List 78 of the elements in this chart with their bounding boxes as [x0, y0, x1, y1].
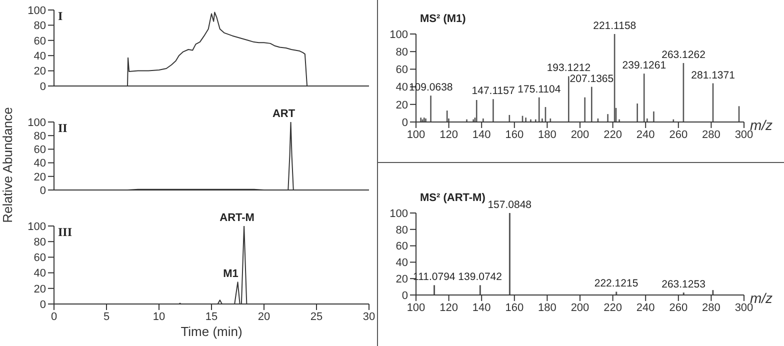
- annotation: 139.0742: [458, 271, 502, 284]
- y-tick-label: 0: [40, 184, 46, 197]
- x-tick-label: 180: [538, 302, 556, 314]
- x-tick-label: 280: [702, 302, 720, 314]
- y-tick-label: 40: [396, 257, 408, 270]
- x-tick-label: 160: [505, 128, 524, 141]
- y-tick-label: 60: [34, 144, 46, 156]
- x-tick-label: 300: [734, 302, 754, 314]
- x-tick-label: 280: [702, 128, 720, 141]
- x-tick-label: 20: [258, 310, 270, 323]
- x-tick-label: 140: [472, 302, 491, 314]
- annotation: 221.1158: [593, 20, 636, 32]
- y-tick-label: 60: [396, 240, 408, 253]
- x-tick-label: 180: [538, 128, 556, 141]
- y-tick-label: 100: [28, 116, 46, 129]
- chart-title: MS² (ART-M): [420, 192, 486, 204]
- y-tick-label: 60: [34, 35, 46, 48]
- y-tick-label: 40: [34, 268, 46, 280]
- y-tick-label: 20: [396, 99, 408, 112]
- y-tick-label: 80: [34, 130, 46, 143]
- y-tick-label: 60: [34, 252, 46, 264]
- x-axis-title: Time (min): [180, 324, 242, 339]
- annotation: M1: [223, 268, 238, 280]
- y-tick-label: 80: [396, 46, 408, 59]
- annotation: 207.1365: [570, 72, 614, 85]
- y-tick-label: 100: [28, 220, 46, 233]
- y-tick-label: 80: [396, 224, 408, 236]
- annotation: ART: [272, 108, 296, 120]
- chart-title: MS² (M1): [420, 13, 466, 25]
- x-tick-label: 25: [310, 310, 323, 323]
- annotation: 157.0848: [488, 199, 532, 211]
- chart-title: I: [58, 9, 63, 23]
- y-tick-label: 20: [34, 283, 46, 296]
- y-tick-label: 100: [28, 4, 46, 17]
- chart-title: III: [58, 225, 72, 239]
- y-tick-label: 40: [34, 50, 46, 63]
- x-tick-label: 140: [472, 128, 491, 141]
- y-tick-label: 40: [34, 158, 46, 170]
- annotation: 263.1253: [662, 278, 706, 291]
- y-tick-label: 80: [34, 20, 46, 32]
- x-tick-label: 120: [440, 128, 458, 141]
- annotation: 222.1215: [594, 278, 638, 290]
- y-tick-label: 80: [34, 236, 46, 249]
- annotation: 263.1262: [662, 49, 706, 62]
- x-tick-label: 220: [604, 302, 622, 314]
- y-tick-label: 40: [396, 82, 408, 94]
- annotation: 175.1104: [518, 83, 561, 96]
- x-tick-label: 10: [152, 310, 166, 323]
- x-tick-label: 30: [362, 310, 376, 323]
- x-tick-label: 200: [570, 302, 590, 314]
- y-tick-label: 100: [390, 208, 408, 220]
- y-axis-title: Relative Abundance: [0, 107, 15, 223]
- y-tick-label: 20: [34, 66, 46, 78]
- y-tick-label: 20: [396, 274, 408, 286]
- annotation: 193.1212: [546, 62, 591, 74]
- y-tick-label: 0: [402, 290, 408, 302]
- chart-title: II: [58, 121, 68, 135]
- x-tick-label: 260: [669, 302, 688, 314]
- annotation: 147.1157: [472, 85, 515, 98]
- x-tick-label: 15: [205, 310, 218, 323]
- x-tick-label: 200: [570, 128, 590, 141]
- annotation: ART-M: [220, 212, 254, 224]
- x-tick-label: 260: [669, 128, 688, 141]
- x-tick-label: 300: [734, 128, 754, 141]
- x-tick-label: 160: [505, 302, 524, 314]
- x-tick-label: 220: [604, 128, 622, 141]
- y-tick-label: 0: [40, 80, 46, 93]
- x-tick-label: 5: [103, 310, 110, 323]
- y-tick-label: 0: [402, 116, 408, 129]
- x-tick-label: 240: [636, 128, 655, 141]
- annotation: 239.1261: [622, 60, 666, 72]
- annotation: 281.1371: [691, 69, 736, 82]
- x-tick-label: 120: [440, 302, 458, 314]
- y-tick-label: 60: [396, 64, 408, 76]
- x-tick-label: 240: [636, 302, 655, 314]
- y-tick-label: 100: [390, 28, 408, 41]
- x-tick-label: 0: [50, 310, 58, 323]
- y-tick-label: 20: [34, 171, 46, 184]
